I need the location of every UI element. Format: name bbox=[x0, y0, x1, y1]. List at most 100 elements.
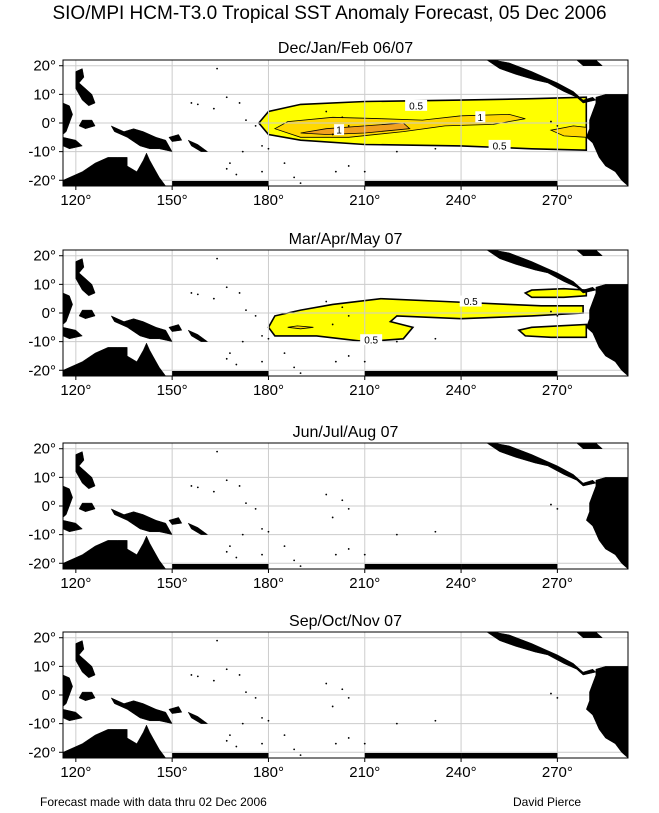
island bbox=[325, 300, 328, 303]
island bbox=[229, 734, 231, 736]
land-mass bbox=[168, 517, 183, 525]
island bbox=[261, 717, 263, 719]
island bbox=[299, 372, 302, 375]
contour-label: 0.5 bbox=[364, 336, 378, 347]
island bbox=[550, 310, 552, 313]
x-tick-label: 150° bbox=[157, 764, 188, 781]
island bbox=[225, 357, 228, 360]
x-tick-label: 120° bbox=[60, 764, 91, 781]
island bbox=[190, 485, 193, 487]
panel-title: Dec/Jan/Feb 06/07 bbox=[278, 40, 413, 57]
y-tick-label: 20° bbox=[33, 58, 56, 75]
scale-bar-segment bbox=[172, 181, 269, 186]
anomaly-contour bbox=[549, 125, 587, 138]
land-mass bbox=[63, 520, 83, 533]
contour-label: 0.5 bbox=[464, 297, 478, 308]
island bbox=[550, 692, 552, 695]
land-mass bbox=[586, 94, 628, 186]
land-mass bbox=[63, 674, 73, 707]
island bbox=[556, 124, 559, 127]
land-mass bbox=[63, 137, 83, 150]
island bbox=[331, 516, 334, 519]
y-tick-label: -20° bbox=[28, 555, 56, 572]
island bbox=[212, 679, 215, 682]
x-tick-label: 240° bbox=[446, 192, 477, 209]
island bbox=[325, 682, 328, 685]
scale-bar-segment bbox=[364, 753, 462, 758]
land-mass bbox=[63, 709, 83, 722]
island bbox=[331, 323, 334, 326]
island bbox=[261, 553, 263, 556]
y-tick-label: 0° bbox=[42, 115, 56, 132]
island bbox=[196, 293, 199, 296]
land-mass bbox=[110, 125, 173, 152]
x-tick-label: 180° bbox=[253, 764, 284, 781]
island bbox=[241, 533, 244, 536]
land-mass bbox=[78, 502, 96, 512]
island bbox=[238, 292, 241, 294]
island bbox=[245, 119, 247, 122]
x-tick-label: 210° bbox=[349, 382, 380, 399]
island bbox=[254, 696, 257, 699]
x-tick-label: 270° bbox=[542, 575, 573, 592]
land-mass bbox=[486, 443, 597, 487]
scale-bar-segment bbox=[461, 564, 558, 569]
x-tick-label: 270° bbox=[542, 192, 573, 209]
land-mass bbox=[75, 451, 96, 490]
island bbox=[261, 170, 263, 173]
map-title: SIO/MPI HCM-T3.0 Tropical SST Anomaly Fo… bbox=[52, 3, 607, 24]
island bbox=[216, 67, 218, 70]
x-tick-label: 240° bbox=[446, 575, 477, 592]
island bbox=[341, 116, 344, 119]
island bbox=[261, 528, 263, 530]
island bbox=[434, 719, 437, 722]
island bbox=[229, 162, 231, 164]
island bbox=[225, 96, 228, 99]
island bbox=[212, 297, 215, 300]
land-mass bbox=[486, 632, 597, 676]
land-mass bbox=[63, 535, 167, 569]
island bbox=[212, 107, 215, 110]
island bbox=[190, 292, 193, 294]
island bbox=[341, 688, 344, 691]
island bbox=[267, 530, 270, 533]
x-tick-label: 270° bbox=[542, 764, 573, 781]
island bbox=[347, 548, 350, 550]
contour-label: 1 bbox=[478, 113, 484, 124]
island bbox=[238, 674, 241, 676]
island bbox=[267, 337, 270, 340]
y-tick-label: -20° bbox=[28, 172, 56, 189]
island bbox=[395, 533, 398, 536]
x-tick-label: 150° bbox=[157, 192, 188, 209]
x-tick-label: 120° bbox=[60, 192, 91, 209]
island bbox=[556, 507, 559, 510]
island bbox=[238, 485, 241, 487]
y-tick-label: 0° bbox=[42, 498, 56, 515]
map-panel: Sep/Oct/Nov 07 120° 150° 180° 210° 240° 270° 20… bbox=[28, 613, 629, 781]
island bbox=[245, 309, 247, 312]
y-tick-label: -20° bbox=[28, 362, 56, 379]
island bbox=[235, 173, 238, 176]
scale-bar-segment bbox=[172, 753, 269, 758]
land-mass bbox=[110, 697, 173, 724]
island bbox=[225, 167, 228, 170]
land-mass bbox=[187, 711, 209, 724]
y-tick-label: -10° bbox=[28, 144, 56, 161]
island bbox=[254, 124, 257, 127]
island bbox=[190, 102, 193, 104]
y-tick-label: 20° bbox=[33, 630, 56, 647]
anomaly-contour bbox=[517, 323, 588, 339]
island bbox=[434, 147, 437, 150]
island bbox=[299, 754, 302, 757]
x-tick-label: 240° bbox=[446, 764, 477, 781]
land-mass bbox=[187, 329, 209, 342]
panel-title: Mar/Apr/May 07 bbox=[289, 231, 403, 248]
x-tick-label: 240° bbox=[446, 382, 477, 399]
island bbox=[331, 705, 334, 708]
island bbox=[434, 530, 437, 533]
contour-label: 0.5 bbox=[409, 101, 423, 112]
scale-bar-segment bbox=[364, 564, 462, 569]
island bbox=[395, 722, 398, 725]
land-mass bbox=[576, 60, 603, 66]
island bbox=[325, 493, 328, 496]
